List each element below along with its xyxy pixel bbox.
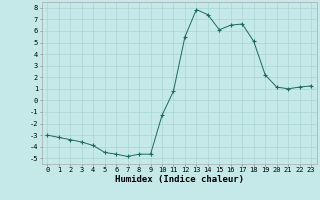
X-axis label: Humidex (Indice chaleur): Humidex (Indice chaleur) [115,175,244,184]
